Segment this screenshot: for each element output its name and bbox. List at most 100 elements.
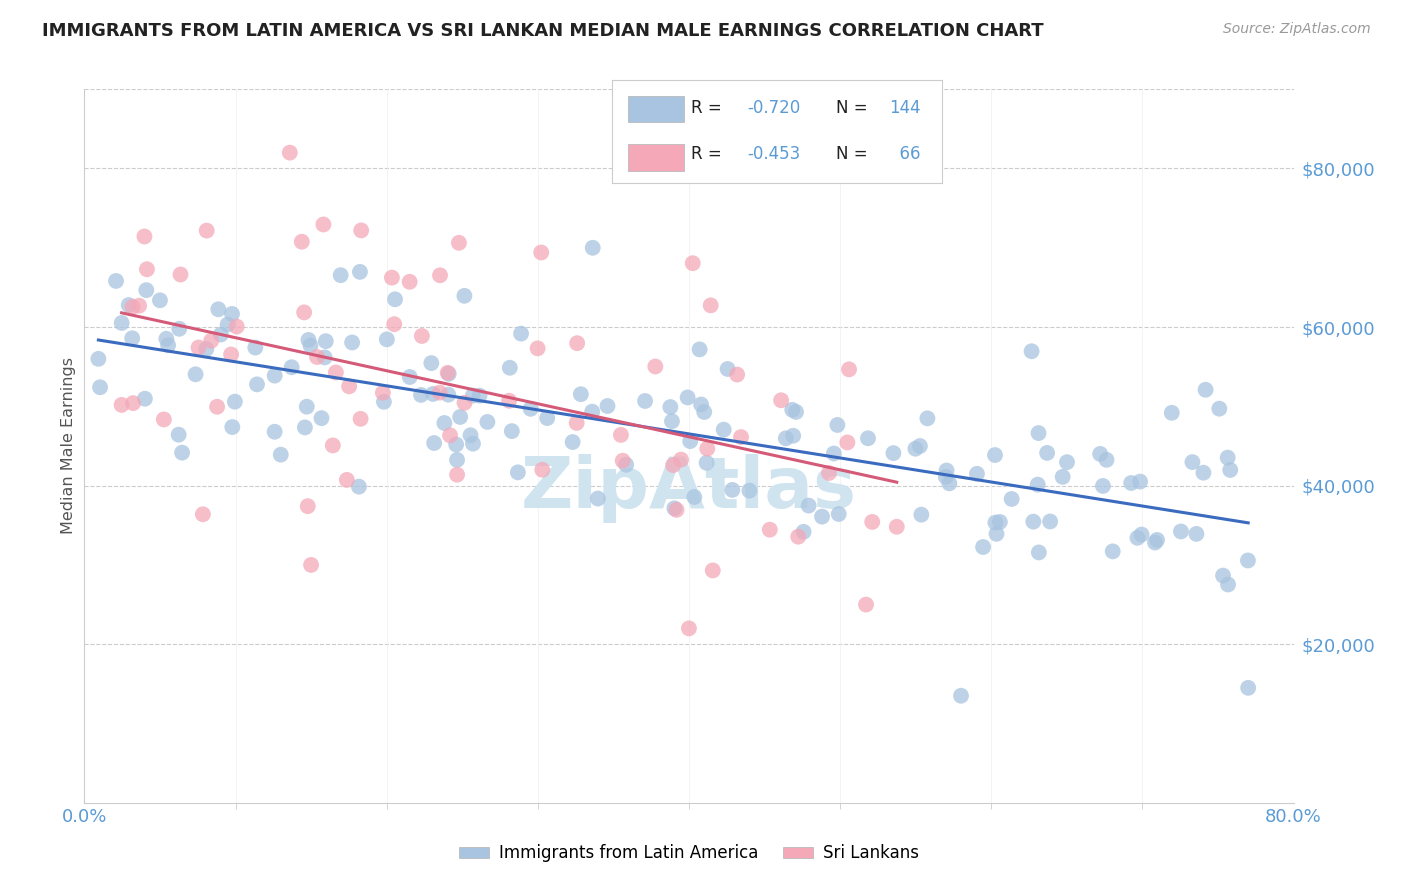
Point — [423, 436, 446, 450]
Point — [986, 526, 1008, 541]
Point — [1028, 545, 1050, 559]
Point — [1129, 475, 1152, 489]
Point — [187, 341, 209, 355]
Point — [882, 446, 904, 460]
Point — [693, 405, 716, 419]
Point — [526, 342, 548, 356]
Point — [725, 368, 748, 382]
Point — [699, 298, 721, 312]
Point — [225, 319, 247, 334]
Point — [702, 564, 724, 578]
Point — [935, 463, 957, 477]
Point — [205, 400, 228, 414]
Point — [1237, 681, 1260, 695]
Point — [797, 499, 820, 513]
Point — [337, 379, 360, 393]
Point — [856, 431, 879, 445]
Point — [1181, 455, 1204, 469]
Point — [149, 293, 172, 308]
Text: R =: R = — [690, 99, 727, 117]
Point — [89, 380, 111, 394]
Point — [565, 336, 588, 351]
Point — [565, 416, 588, 430]
Point — [837, 435, 859, 450]
Point — [1039, 515, 1062, 529]
Bar — [628, 95, 683, 122]
Point — [910, 508, 932, 522]
Point — [908, 439, 931, 453]
Point — [221, 420, 243, 434]
Point — [347, 480, 370, 494]
Point — [612, 454, 634, 468]
Point — [828, 507, 851, 521]
Point — [770, 393, 793, 408]
Point — [263, 425, 285, 439]
Point — [536, 411, 558, 425]
Point — [689, 343, 711, 357]
Point — [793, 524, 815, 539]
Point — [184, 368, 207, 382]
Point — [219, 347, 242, 361]
Point — [1001, 491, 1024, 506]
Point — [429, 268, 451, 283]
Text: R =: R = — [690, 145, 727, 163]
Point — [738, 483, 761, 498]
Point — [224, 394, 246, 409]
Point — [1237, 553, 1260, 567]
Text: 144: 144 — [889, 99, 921, 117]
Point — [787, 530, 810, 544]
Point — [122, 396, 145, 410]
Point — [460, 428, 482, 442]
Point — [676, 391, 699, 405]
Point — [294, 420, 316, 434]
Point — [444, 437, 467, 451]
Point — [128, 299, 150, 313]
Point — [678, 621, 700, 635]
Point — [1022, 515, 1045, 529]
Text: -0.453: -0.453 — [747, 145, 800, 163]
Point — [375, 332, 398, 346]
Point — [661, 414, 683, 428]
Point — [461, 436, 484, 450]
Point — [169, 268, 191, 282]
Point — [349, 265, 371, 279]
Point — [1170, 524, 1192, 539]
Point — [596, 399, 619, 413]
Text: IMMIGRANTS FROM LATIN AMERICA VS SRI LANKAN MEDIAN MALE EARNINGS CORRELATION CHA: IMMIGRANTS FROM LATIN AMERICA VS SRI LAN… — [42, 22, 1043, 40]
Point — [325, 366, 347, 380]
Point — [1185, 527, 1208, 541]
Point — [312, 218, 335, 232]
Point — [938, 476, 960, 491]
Point — [200, 334, 222, 348]
Point — [1028, 426, 1050, 441]
Point — [105, 274, 128, 288]
Point — [349, 412, 371, 426]
Point — [530, 245, 553, 260]
Point — [679, 434, 702, 449]
Point — [586, 491, 609, 506]
Point — [278, 145, 301, 160]
Point — [136, 262, 159, 277]
Point — [827, 417, 849, 432]
Point — [855, 598, 877, 612]
Point — [436, 366, 458, 380]
Point — [371, 385, 394, 400]
Point — [823, 446, 845, 460]
Text: 66: 66 — [889, 145, 921, 163]
Point — [195, 342, 218, 356]
Point — [1216, 450, 1239, 465]
Point — [411, 329, 433, 343]
Point — [682, 256, 704, 270]
Point — [1052, 470, 1074, 484]
Point — [510, 326, 533, 341]
Point — [696, 442, 718, 456]
Point — [519, 401, 541, 416]
Point — [984, 448, 1007, 462]
Point — [818, 466, 841, 480]
Point — [498, 393, 520, 408]
Point — [972, 540, 994, 554]
Point — [429, 385, 451, 400]
Point — [468, 389, 491, 403]
Point — [167, 427, 190, 442]
Point — [904, 442, 927, 456]
